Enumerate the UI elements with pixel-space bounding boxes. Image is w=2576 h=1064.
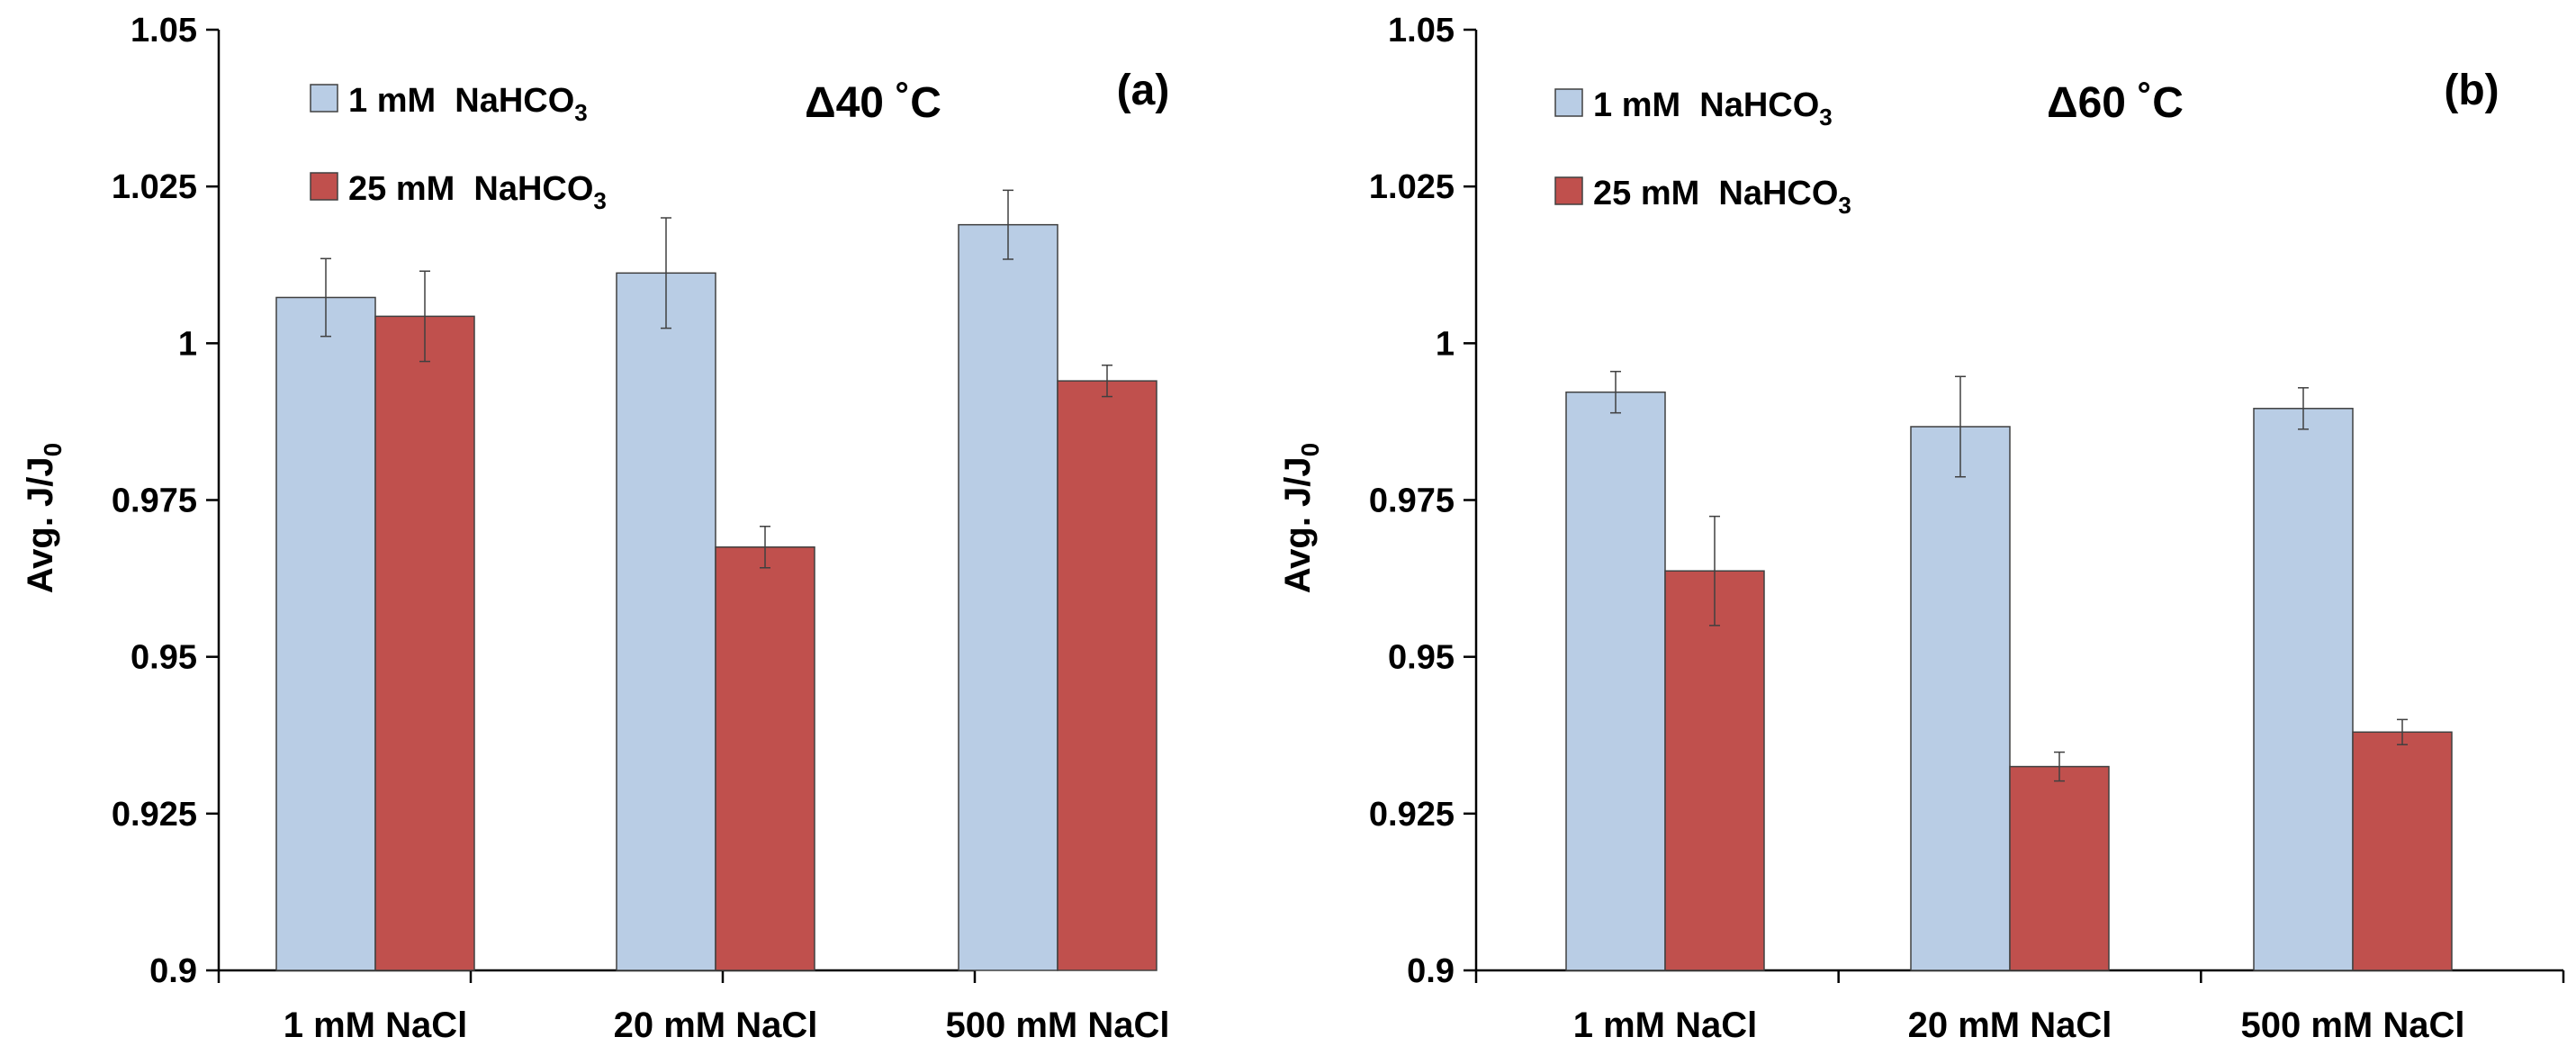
legend-label-subscript: 3 bbox=[574, 99, 587, 126]
y-tick-label: 0.95 bbox=[131, 639, 197, 677]
legend-label-series2: 25 mM NaHCO3 bbox=[1593, 175, 1851, 219]
y-tick-label: 0.9 bbox=[1407, 952, 1455, 990]
chart-panel-b: 0.9 0.925 0.95 0.975 1 1.025 1.05 1 mM NaCl 20 m… bbox=[1278, 12, 2565, 1045]
y-tick-label: 0.925 bbox=[1369, 796, 1455, 834]
legend-label-text: 25 mM NaHCO bbox=[1593, 175, 1838, 212]
y-tick-label: 0.95 bbox=[1388, 639, 1455, 677]
x-category-label: 500 mM NaCl bbox=[946, 1005, 1170, 1045]
legend-label-subscript: 3 bbox=[593, 187, 606, 214]
bar-series2-0 bbox=[374, 315, 475, 971]
bar-series1-1 bbox=[1910, 426, 2011, 971]
y-tick-label: 1.05 bbox=[1388, 12, 1455, 50]
legend-label-subscript: 3 bbox=[1819, 104, 1832, 131]
legend-label-text: 1 mM NaHCO bbox=[348, 82, 574, 120]
y-tick-label: 1 bbox=[178, 325, 197, 363]
x-category-label: 500 mM NaCl bbox=[2241, 1005, 2465, 1045]
legend-label-series2: 25 mM NaHCO3 bbox=[348, 170, 607, 214]
panel-label: (b) bbox=[2444, 67, 2499, 114]
bar-series2-0 bbox=[1664, 570, 1765, 971]
y-axis-title: Avg. J/J0 bbox=[1278, 443, 1324, 594]
y-axis-title-text: Avg. J/J bbox=[1278, 456, 1318, 593]
x-category-label: 1 mM NaCl bbox=[1573, 1005, 1758, 1045]
bar-series2-1 bbox=[715, 546, 815, 971]
y-tick-label: 1.025 bbox=[112, 168, 197, 206]
y-axis-title-text: Avg. J/J bbox=[21, 456, 60, 593]
y-tick-label: 1.05 bbox=[131, 12, 197, 50]
y-tick-label: 0.925 bbox=[112, 796, 197, 834]
x-category-label: 1 mM NaCl bbox=[284, 1005, 468, 1045]
y-axis-title-subscript: 0 bbox=[39, 443, 67, 457]
temperature-annotation: Δ40 ˚C bbox=[805, 79, 941, 127]
legend-label-text: 25 mM NaHCO bbox=[348, 170, 593, 208]
legend-swatch-series1 bbox=[310, 84, 338, 113]
bar-series1-2 bbox=[958, 223, 1058, 971]
bar-series2-2 bbox=[1057, 380, 1157, 971]
y-tick-label: 0.975 bbox=[1369, 482, 1455, 520]
x-category-label: 20 mM NaCl bbox=[1908, 1005, 2112, 1045]
temperature-annotation: Δ60 ˚C bbox=[2047, 79, 2184, 127]
legend-swatch-series1 bbox=[1554, 88, 1583, 117]
x-category-label: 20 mM NaCl bbox=[614, 1005, 818, 1045]
legend-label-subscript: 3 bbox=[1838, 192, 1851, 219]
chart-panel-a: 0.9 0.925 0.95 0.975 1 1.025 1.05 1 mM NaCl 20 m… bbox=[21, 12, 1169, 1045]
legend-swatch-series2 bbox=[1554, 176, 1583, 205]
bar-series1-0 bbox=[1565, 391, 1666, 971]
legend-label-series1: 1 mM NaHCO3 bbox=[1593, 86, 1833, 131]
y-tick-label: 0.975 bbox=[112, 482, 197, 520]
y-axis-title-subscript: 0 bbox=[1296, 443, 1324, 457]
legend-label-series1: 1 mM NaHCO3 bbox=[348, 82, 588, 126]
y-tick-label: 1 bbox=[1436, 325, 1455, 363]
bar-series1-0 bbox=[275, 296, 376, 971]
y-axis-title: Avg. J/J0 bbox=[21, 443, 67, 594]
y-tick-label: 1.025 bbox=[1369, 168, 1455, 206]
bar-series1-2 bbox=[2253, 408, 2354, 971]
legend-label-text: 1 mM NaHCO bbox=[1593, 86, 1819, 124]
bar-series2-1 bbox=[2009, 765, 2110, 971]
legend-swatch-series2 bbox=[310, 172, 338, 201]
panel-label: (a) bbox=[1117, 67, 1170, 114]
bar-series2-2 bbox=[2352, 731, 2453, 971]
y-tick-label: 0.9 bbox=[149, 952, 197, 990]
bar-series1-1 bbox=[616, 272, 716, 971]
